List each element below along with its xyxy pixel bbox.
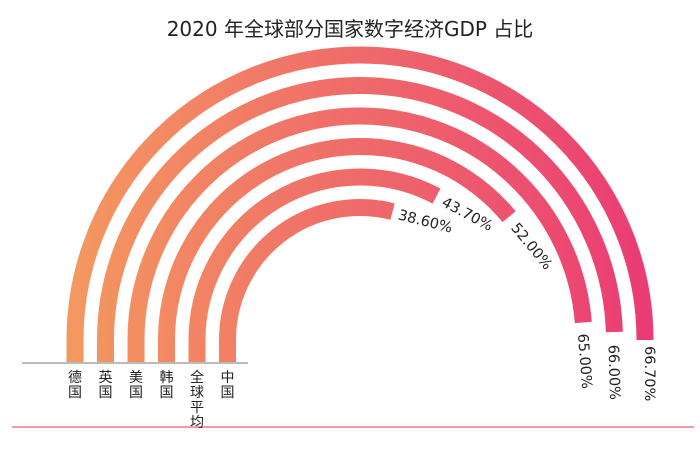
category-label-char: 美: [129, 370, 143, 386]
category-label-char: 国: [68, 385, 82, 401]
value-label: 65.00%: [574, 333, 594, 389]
value-label: 66.70%: [641, 346, 657, 401]
category-label-char: 球: [190, 385, 204, 401]
arc-bar: [158, 138, 516, 362]
arc-bar: [188, 168, 441, 362]
arc-bar: [97, 77, 623, 362]
arc-bar: [66, 46, 654, 362]
value-label: 66.00%: [604, 344, 622, 400]
category-label-char: 中: [221, 370, 235, 386]
category-label-char: 国: [160, 385, 174, 401]
category-label-char: 德: [68, 370, 82, 386]
arc-bar: [127, 107, 592, 362]
category-label-char: 均: [190, 415, 204, 431]
category-label-char: 国: [221, 385, 235, 401]
category-label-char: 国: [99, 385, 113, 401]
category-label-char: 韩: [160, 370, 174, 386]
category-label-char: 国: [129, 385, 143, 401]
category-label-char: 全: [190, 369, 204, 386]
chart-title: 2020 年全球部分国家数字经济GDP 占比: [167, 17, 534, 41]
arc-bar: [219, 199, 395, 362]
category-label-char: 英: [99, 369, 113, 386]
category-label-char: 平: [190, 400, 204, 416]
arc-bars: [66, 46, 654, 362]
